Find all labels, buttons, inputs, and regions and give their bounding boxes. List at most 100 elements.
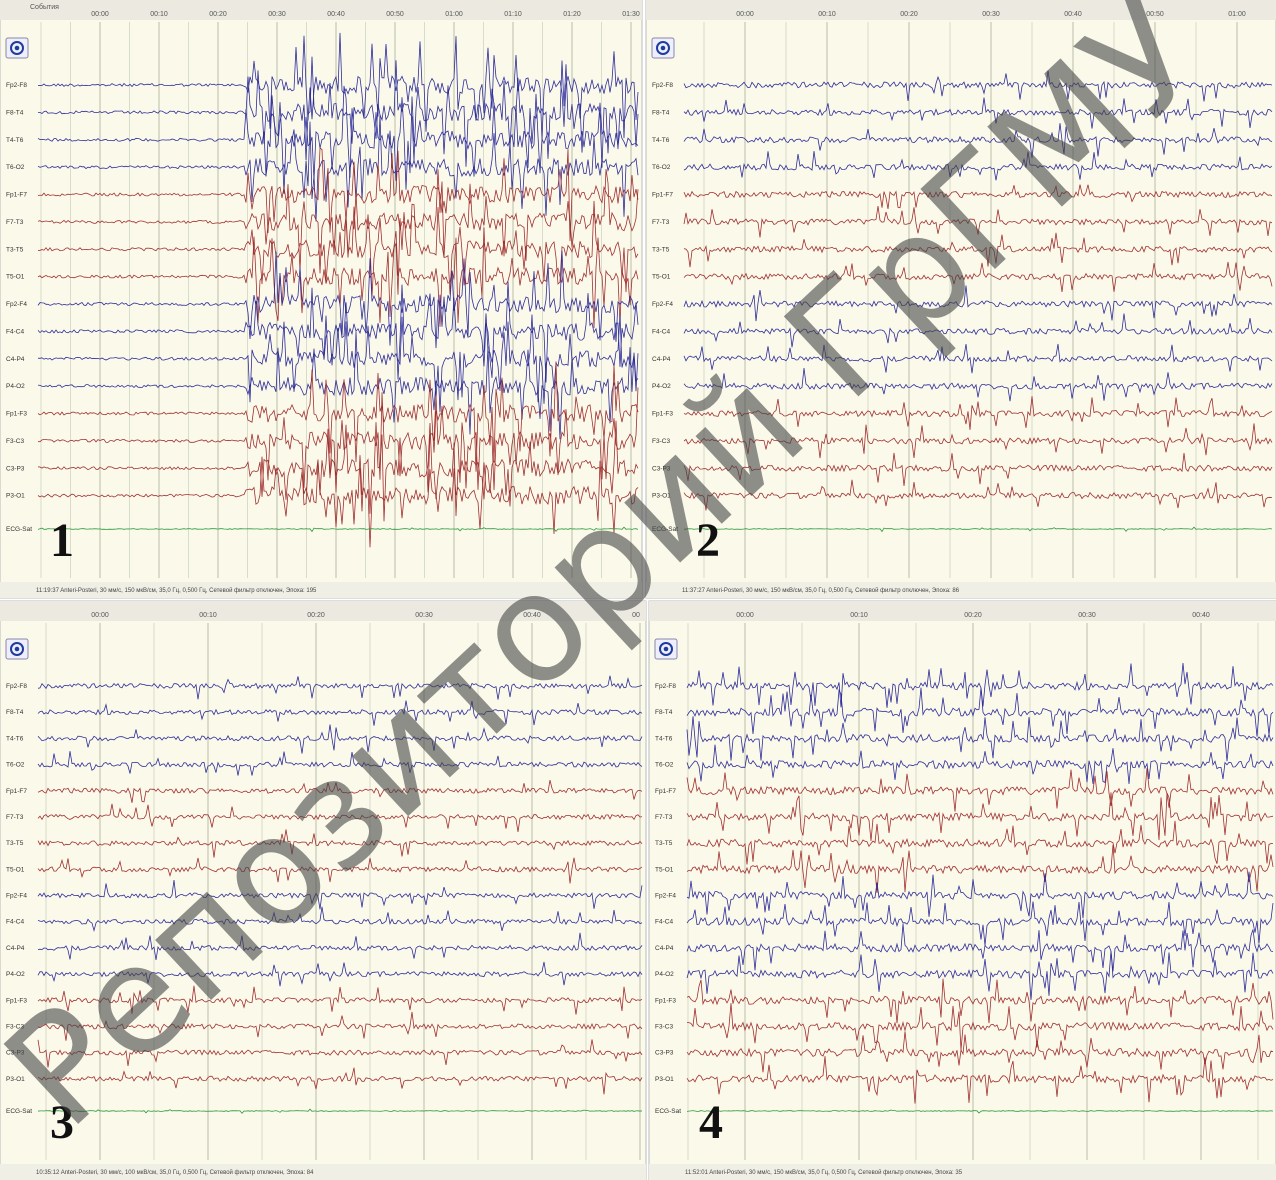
channel-label: T6-O2 [655, 762, 674, 769]
eeg-trace [686, 1003, 1274, 1051]
time-tick-label: 00:10 [818, 11, 836, 18]
eeg-trace [686, 716, 1274, 762]
eeg-trace [37, 829, 643, 858]
channel-label: F8-T4 [655, 709, 673, 716]
eeg-trace [683, 313, 1273, 348]
channel-label: F3-C3 [655, 1023, 673, 1030]
status-text: 10:35:12 Anteri-Posteri, 30 мм/с, 100 мк… [36, 1169, 314, 1176]
eeg-trace [683, 343, 1273, 374]
event-label: События [30, 3, 59, 11]
eeg-trace [37, 32, 639, 139]
channel-label: Fp2-F8 [652, 82, 673, 89]
channel-label: T3-T5 [6, 246, 24, 253]
channel-label: Fp1-F3 [6, 411, 27, 418]
channel-label: F4-C4 [655, 919, 673, 926]
time-header [649, 601, 1276, 621]
eeg-trace [37, 932, 643, 961]
time-tick-label: 00:30 [982, 11, 1000, 18]
eeg-trace [37, 147, 639, 242]
eeg-trace [37, 227, 639, 329]
panel-bg [648, 600, 1276, 1180]
eeg-trace [37, 1108, 643, 1114]
channel-label: C3-P3 [6, 1050, 25, 1057]
eeg-trace [683, 70, 1273, 102]
channel-label: P3-O1 [652, 493, 671, 500]
time-tick-label: 00:40 [523, 612, 541, 619]
channel-label: P3-O1 [655, 1076, 674, 1083]
channel-label: ECG-Sat [652, 526, 678, 533]
eeg-trace [683, 423, 1273, 459]
status-bar [646, 582, 1276, 598]
time-tick-label: 01:00 [445, 11, 463, 18]
eeg-trace [686, 792, 1274, 841]
channel-label: ECG-Sat [6, 1108, 32, 1115]
channel-label: Fp2-F8 [655, 683, 676, 690]
panel-number: 1 [50, 514, 74, 567]
eeg-trace [37, 675, 643, 700]
eeg-trace [37, 455, 639, 548]
panel-number: 4 [699, 1096, 723, 1149]
eeg-trace [686, 978, 1274, 1024]
panel-number: 3 [50, 1096, 74, 1149]
time-tick-label: 00:00 [736, 612, 754, 619]
eeg-trace [37, 526, 639, 533]
channel-label: ECG-Sat [655, 1108, 681, 1115]
channel-label: T3-T5 [652, 246, 670, 253]
time-tick-label: 00:20 [209, 11, 227, 18]
panel-bg [0, 0, 643, 599]
eeg-trace [37, 361, 639, 472]
channel-label: C4-P4 [652, 356, 671, 363]
eeg-trace [686, 768, 1274, 812]
eeg-trace [683, 526, 1273, 533]
channel-label: Fp1-F7 [652, 192, 673, 199]
settings-icon-dot [14, 646, 20, 652]
eeg-trace [37, 985, 643, 1015]
channel-label: C3-P3 [6, 465, 25, 472]
status-text: 11:37:27 Anteri-Posteri, 30 мм/с, 150 мк… [682, 587, 960, 594]
eeg-trace [683, 206, 1273, 238]
eeg-trace [37, 751, 643, 776]
channel-label: F7-T3 [6, 219, 24, 226]
eeg-panel: 00:00 00:10 00:20 00:30 00:40 Fp2-F8 F8-T4 T4-T… [648, 600, 1276, 1180]
eeg-trace [686, 844, 1274, 894]
time-header [0, 601, 646, 621]
settings-icon-dot [663, 646, 669, 652]
channel-label: T5-O1 [6, 866, 25, 873]
eeg-panel: 00:00 00:10 00:20 00:30 00:40 00:50 01:00 Fp2-F… [645, 0, 1276, 599]
time-tick-label: 00:20 [900, 11, 918, 18]
channel-label: F4-C4 [6, 919, 24, 926]
channel-label: T3-T5 [655, 840, 673, 847]
eeg-trace [683, 184, 1273, 209]
eeg-trace [37, 803, 643, 832]
eeg-panel: 00:00 00:10 00:20 00:30 00:40 00 Fp2-F8 F8-T4 T4… [0, 600, 647, 1180]
eeg-trace [37, 1011, 643, 1041]
panel-number: 2 [696, 514, 720, 567]
channel-label: ECG-Sat [6, 526, 32, 533]
time-tick-label: 00:30 [268, 11, 286, 18]
eeg-trace [37, 250, 639, 349]
time-tick-label: 01:30 [622, 11, 640, 18]
status-text: 11:19:37 Anteri-Posteri, 30 мм/с, 150 мк… [36, 587, 317, 594]
channel-label: T6-O2 [6, 164, 25, 171]
channel-label: P4-O2 [652, 383, 671, 390]
channel-label: F3-C3 [6, 1023, 24, 1030]
eeg-panel: События 00:00 00:10 00:20 00:30 00:40 00:50 01:… [0, 0, 643, 599]
channel-label: P4-O2 [655, 971, 674, 978]
channel-label: F4-C4 [6, 328, 24, 335]
channel-label: T4-T6 [655, 735, 673, 742]
eeg-trace [37, 114, 639, 222]
channel-label: Fp1-F7 [6, 192, 27, 199]
channel-label: T4-T6 [6, 735, 24, 742]
channel-label: P3-O1 [6, 493, 25, 500]
channel-label: Fp1-F3 [655, 997, 676, 1004]
eeg-trace [37, 85, 639, 194]
channel-label: Fp2-F4 [655, 893, 676, 900]
eeg-trace [683, 452, 1273, 487]
eeg-trace [683, 151, 1273, 181]
panel-bg [645, 0, 1276, 599]
status-bar [0, 1164, 646, 1180]
time-tick-label: 00 [632, 612, 640, 619]
time-tick-label: 01:10 [504, 11, 522, 18]
channel-label: C3-P3 [655, 1050, 674, 1057]
